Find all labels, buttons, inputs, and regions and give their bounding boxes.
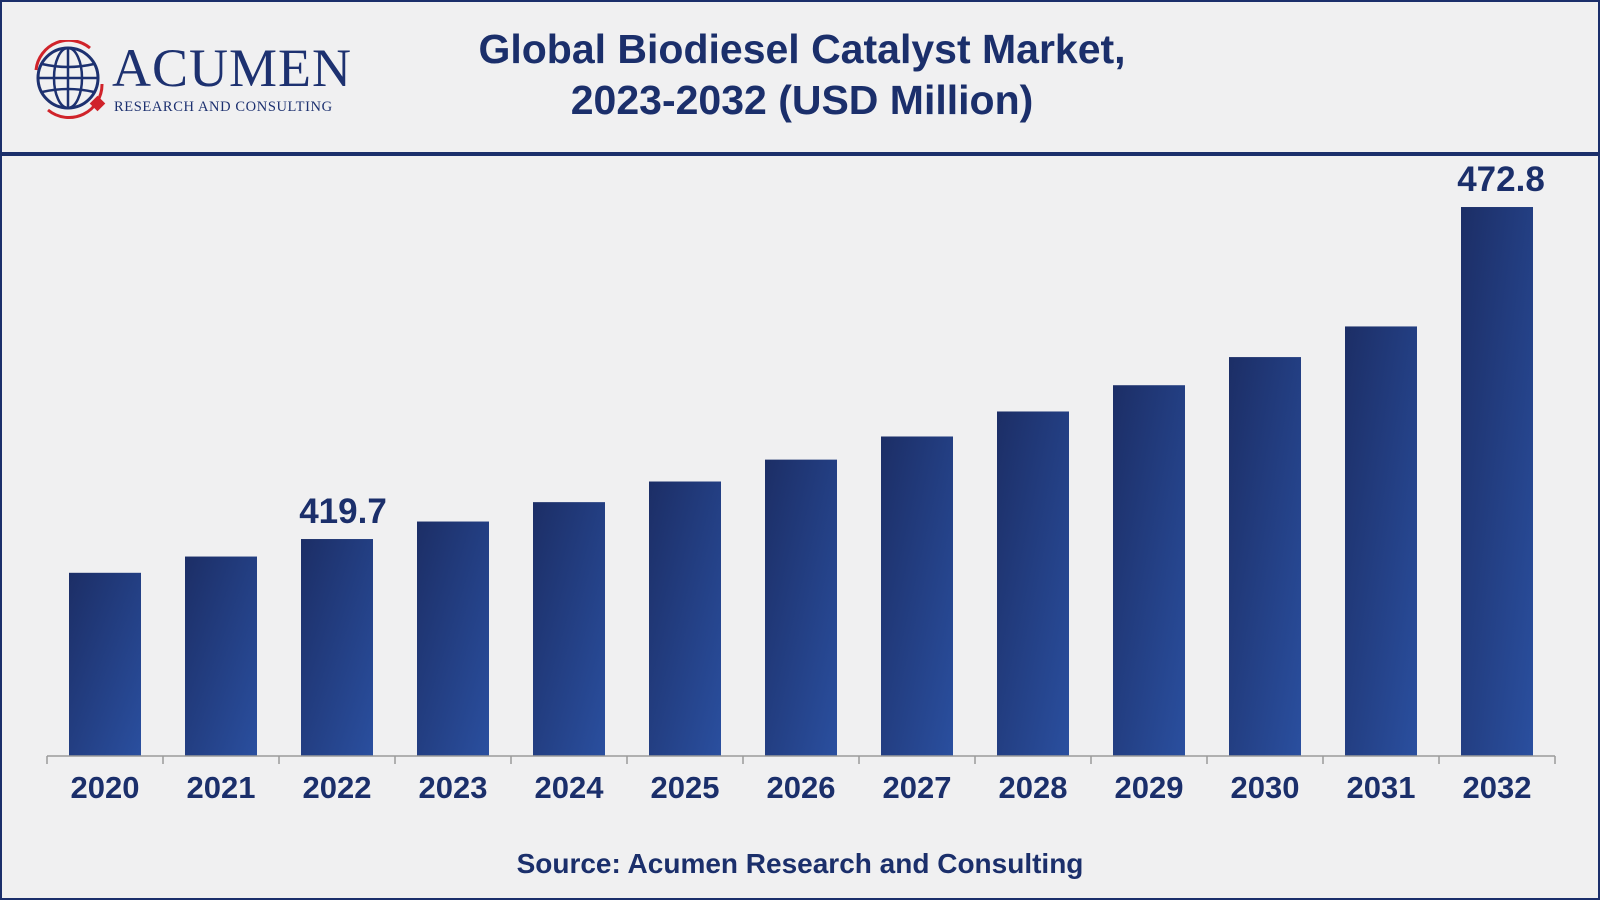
data-label-2032: 472.8 bbox=[1457, 160, 1545, 199]
x-axis-ticks bbox=[46, 756, 1556, 764]
x-tick-label-2032: 2032 bbox=[1463, 770, 1532, 805]
bar-2020 bbox=[69, 572, 141, 756]
logo-wordmark: ACUMEN bbox=[112, 38, 353, 98]
chart-title: Global Biodiesel Catalyst Market, 2023-2… bbox=[382, 24, 1222, 126]
x-tick-label-2030: 2030 bbox=[1231, 770, 1300, 805]
data-labels: 2020 2021 2022 419.7 2023 2024 2025 2026 2027 202… bbox=[71, 160, 1545, 805]
acumen-logo: ACUMEN RESEARCH AND CONSULTING bbox=[32, 36, 362, 122]
bar-2024 bbox=[533, 502, 605, 756]
data-label-2022: 419.7 bbox=[299, 492, 387, 531]
globe-logo-icon bbox=[34, 40, 106, 120]
x-tick-label-2028: 2028 bbox=[999, 770, 1068, 805]
header: ACUMEN RESEARCH AND CONSULTING Global Bi… bbox=[2, 2, 1598, 156]
x-tick-label-2026: 2026 bbox=[767, 770, 836, 805]
bar-2032 bbox=[1461, 207, 1533, 757]
bar-2021 bbox=[185, 556, 257, 756]
bar-2030 bbox=[1229, 357, 1301, 756]
x-tick-label-2020: 2020 bbox=[71, 770, 140, 805]
bar-2027 bbox=[881, 436, 953, 756]
bar-2023 bbox=[417, 521, 489, 756]
x-tick-label-2021: 2021 bbox=[187, 770, 256, 805]
x-tick-label-2022: 2022 bbox=[303, 770, 372, 805]
bar-2029 bbox=[1113, 385, 1185, 756]
chart-title-line-1: Global Biodiesel Catalyst Market, bbox=[478, 26, 1126, 72]
bar-2031 bbox=[1345, 326, 1417, 756]
x-tick-label-2024: 2024 bbox=[535, 770, 605, 805]
bar-2028 bbox=[997, 411, 1069, 756]
bar-2022 bbox=[301, 539, 373, 756]
logo-subtitle: RESEARCH AND CONSULTING bbox=[114, 99, 333, 115]
x-tick-label-2029: 2029 bbox=[1115, 770, 1184, 805]
source-note: Source: Acumen Research and Consulting bbox=[516, 848, 1084, 879]
x-tick-label-2025: 2025 bbox=[651, 770, 720, 805]
bar-2025 bbox=[649, 481, 721, 756]
x-tick-label-2023: 2023 bbox=[419, 770, 488, 805]
x-tick-label-2031: 2031 bbox=[1347, 770, 1416, 805]
x-tick-label-2027: 2027 bbox=[883, 770, 952, 805]
bar-group bbox=[69, 207, 1533, 757]
chart-title-line-2: 2023-2032 (USD Million) bbox=[570, 77, 1034, 123]
bar-2026 bbox=[765, 459, 837, 756]
